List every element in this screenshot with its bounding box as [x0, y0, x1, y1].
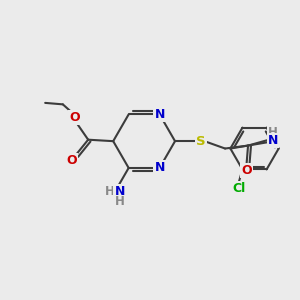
Text: N: N — [154, 161, 165, 174]
Text: N: N — [268, 134, 278, 147]
Text: N: N — [154, 108, 165, 121]
Text: Cl: Cl — [232, 182, 245, 195]
Text: O: O — [69, 110, 80, 124]
Text: H: H — [105, 185, 115, 199]
Text: H: H — [115, 196, 124, 208]
Text: H: H — [268, 125, 278, 139]
Text: O: O — [241, 164, 252, 177]
Text: N: N — [115, 185, 125, 199]
Text: S: S — [196, 135, 206, 148]
Text: O: O — [66, 154, 77, 167]
